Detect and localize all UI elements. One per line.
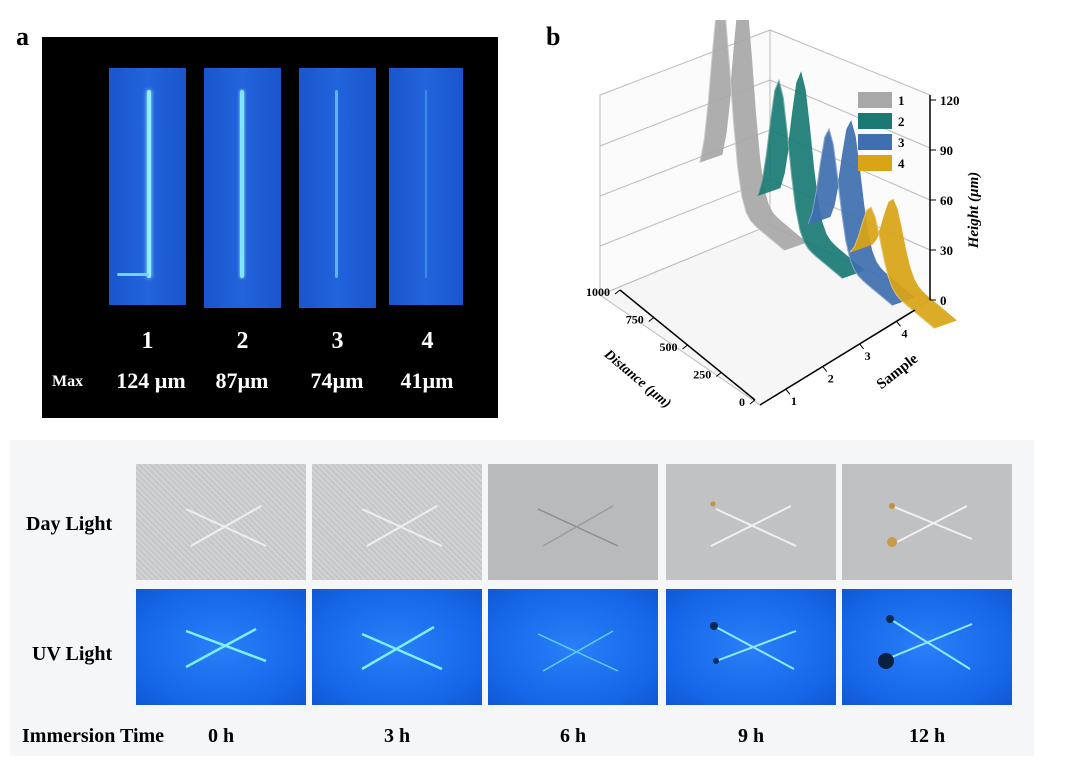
z-tick-label: 120	[940, 93, 960, 108]
x-tick-label: 250	[693, 368, 711, 382]
scratch-line	[425, 90, 427, 278]
time-label-6h: 6 h	[559, 725, 587, 747]
sample-number-4: 4	[421, 328, 434, 354]
x-tick-label: 750	[626, 313, 644, 327]
x-tick-mark	[682, 344, 688, 350]
sample-max-1: 124 µm	[116, 368, 186, 393]
x-tick-label: 0	[739, 395, 745, 409]
x-label-immersion-time: Immersion Time	[22, 725, 165, 747]
uv-photo-0h	[136, 589, 306, 705]
legend-swatch-1	[858, 92, 892, 108]
y-axis-label: Sample	[874, 351, 922, 393]
chart-legend: 1 2 3 4	[858, 92, 905, 171]
y-tick-label: 1	[791, 394, 797, 408]
panel-a-letter: a	[16, 22, 29, 51]
row-label-day-light: Day Light	[26, 513, 113, 535]
y-tick-label: 3	[865, 349, 871, 363]
legend-swatch-2	[858, 113, 892, 129]
sample-number-1: 1	[141, 328, 154, 354]
time-label-9h: 9 h	[737, 725, 765, 747]
ridge-group	[699, 0, 957, 329]
y-tick-mark	[896, 320, 901, 327]
scratch-line	[147, 90, 151, 278]
y-tick-mark	[785, 388, 791, 395]
z-tick-label: 30	[940, 243, 953, 258]
time-label-12h: 12 h	[908, 725, 946, 747]
z-tick-label: 60	[940, 193, 953, 208]
sample-strip-1	[109, 68, 186, 305]
sample-number-2: 2	[236, 328, 249, 354]
z-axis-label: Height (µm)	[966, 172, 982, 250]
z-tick-label: 0	[940, 293, 947, 308]
height-profile-3d-chart: 0 30 60 90 120 0 250 500 750 1000 1 2 3 4 Height (µ…	[586, 0, 982, 412]
sample-strip-4	[389, 68, 463, 305]
sample-number-3: 3	[331, 328, 344, 354]
x-tick-label: 500	[660, 340, 678, 354]
max-label: Max	[52, 373, 84, 390]
row-label-uv-light: UV Light	[32, 643, 113, 665]
legend-label-4: 4	[898, 156, 905, 171]
x-tick-label: 1000	[586, 285, 610, 299]
y-tick-mark	[822, 366, 828, 372]
panel-b-chart: 0 30 60 90 120 0 250 500 750 1000 1 2 3 4 Height (µ…	[560, 0, 1030, 430]
z-tick-label: 90	[940, 143, 953, 158]
uv-photo-12h	[842, 589, 1012, 705]
x-tick-mark	[614, 289, 621, 295]
day-photo-6h	[488, 464, 658, 580]
y-tick-label: 4	[902, 326, 908, 340]
scratch-line	[240, 90, 244, 278]
x-tick-mark	[749, 399, 756, 405]
panel-b-letter: b	[546, 22, 561, 51]
uv-photo-3h	[312, 589, 482, 705]
y-ticks: 1 2 3 4	[785, 320, 908, 408]
scratch-tail	[117, 273, 149, 276]
day-photo-12h	[842, 464, 1012, 580]
x-tick-mark	[648, 317, 655, 322]
sample-max-4: 41µm	[400, 368, 454, 393]
day-photo-3h	[312, 464, 482, 580]
sample-strip-3	[299, 68, 376, 308]
scratch-line	[335, 90, 338, 278]
ridge-highlight-4	[849, 206, 935, 329]
ridge-highlight-3	[807, 127, 893, 306]
ridge-series-4	[848, 198, 957, 329]
panel-c-figure: Day Light UV Light Immersion Time 0 h 3 …	[10, 440, 1034, 756]
x-tick-mark	[715, 372, 722, 377]
x-axis-label: Distance (µm)	[600, 346, 673, 411]
ridge-highlight-1	[699, 0, 785, 251]
legend-swatch-4	[858, 155, 892, 171]
uv-photo-6h	[488, 589, 658, 705]
y-tick-mark	[859, 343, 865, 350]
x-ticks: 0 250 500 750 1000	[586, 285, 756, 409]
legend-label-2: 2	[898, 114, 905, 129]
panel-a-figure: 1 2 3 4 Max 124 µm 87µm 74µm 41µm	[42, 37, 498, 418]
legend-label-3: 3	[898, 135, 905, 150]
time-label-3h: 3 h	[383, 725, 411, 747]
z-ticks: 0 30 60 90 120	[930, 93, 960, 308]
day-photo-0h	[136, 464, 306, 580]
time-label-0h: 0 h	[207, 725, 235, 747]
legend-swatch-3	[858, 134, 892, 150]
sample-strip-2	[204, 68, 281, 308]
sample-max-3: 74µm	[310, 368, 364, 393]
uv-photo-9h	[666, 589, 836, 705]
y-axis	[759, 309, 916, 406]
day-photo-9h	[666, 464, 836, 580]
legend-label-1: 1	[898, 93, 905, 108]
y-tick-label: 2	[828, 372, 834, 386]
ridge-highlight-2	[757, 78, 843, 279]
sample-max-2: 87µm	[215, 368, 269, 393]
